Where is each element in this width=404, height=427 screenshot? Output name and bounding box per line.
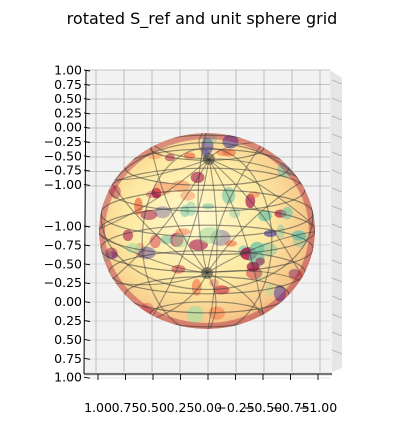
y-tick-label: 0.75 [54,351,82,366]
z-tick-label: −0.50 [44,148,82,163]
y-tick-label: 0.00 [54,294,82,309]
y-tick-label: −1.00 [44,219,82,234]
z-tick-label: −0.25 [44,134,82,149]
x-tick-label: 1.00 [84,400,112,415]
pole-marker [203,153,215,165]
y-tick [84,377,90,378]
y-tick-label: −0.25 [44,275,82,290]
chart-title: rotated S_ref and unit sphere grid [67,9,338,29]
y-tick-label: −0.50 [44,256,82,271]
surface-color-patch [202,203,214,209]
z-tick-label: −0.75 [44,163,82,178]
x-tick-label: −1.00 [299,400,337,415]
surface-color-patch [229,208,240,219]
x-tick-label: 0.25 [167,400,195,415]
y-tick-label: 1.00 [54,370,82,385]
surface-color-patch [123,230,133,241]
x-tick-label: 0.50 [139,400,167,415]
z-tick-label: −1.00 [44,177,82,192]
y-tick-label: −0.75 [44,237,82,252]
surface-color-patch [187,306,204,323]
z-tick-label: 0.25 [54,105,82,120]
y-tick-label: 0.50 [54,332,82,347]
z-tick-label: 0.50 [54,91,82,106]
z-tick-label: 0.75 [54,77,82,92]
z-tick-label: 1.00 [54,63,82,78]
z-tick-label: 0.00 [54,120,82,135]
y-tick-label: 0.25 [54,313,82,328]
x-tick-label: 0.75 [112,400,140,415]
side-pane [330,70,342,372]
surface-color-patch [282,207,293,220]
pole-marker [201,267,213,279]
surface-color-patch [180,191,195,201]
